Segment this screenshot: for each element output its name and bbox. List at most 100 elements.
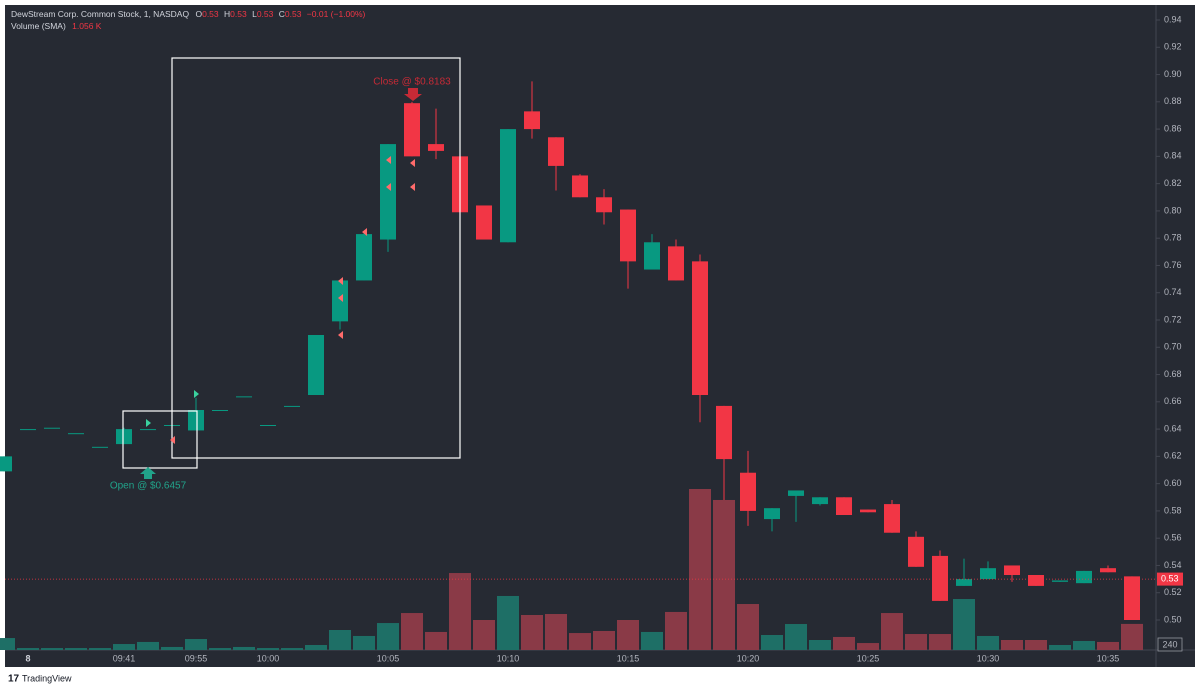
volume-bar	[641, 631, 663, 650]
volume-bar	[569, 633, 591, 650]
open-annotation: Open @ $0.6457	[110, 481, 187, 492]
volume-bar	[953, 599, 975, 650]
candle-body	[500, 129, 516, 243]
volume-bar	[89, 648, 111, 650]
x-tick-label: 10:35	[1097, 653, 1120, 663]
position-box	[122, 410, 198, 469]
volume-bar	[449, 573, 471, 650]
candle-body	[956, 579, 972, 586]
volume-bar	[1001, 639, 1023, 650]
candle-body	[188, 410, 204, 431]
candle-body	[356, 234, 372, 281]
sell-marker	[410, 159, 415, 167]
y-tick-label: 0.64	[1164, 423, 1182, 433]
candle-body	[596, 197, 612, 213]
volume-bar	[185, 639, 207, 650]
last-price-box	[1157, 572, 1183, 586]
y-tick-label: 0.74	[1164, 287, 1182, 297]
ohlc-label: C	[279, 9, 285, 19]
volume-bar	[137, 641, 159, 650]
y-tick-label: 0.88	[1164, 96, 1182, 106]
volume-bar	[857, 643, 879, 650]
volume-label-box	[1157, 637, 1183, 652]
header-line: DewStream Corp. Common Stock, 1, NASDAQ …	[11, 9, 366, 19]
sell-marker	[386, 183, 391, 191]
candle-body	[20, 429, 36, 431]
volume-bar	[65, 648, 87, 650]
x-tick-label: 10:00	[257, 653, 280, 663]
ohlc-value: 0.53	[285, 9, 302, 19]
candle-body	[236, 396, 252, 398]
y-tick-label: 0.80	[1164, 205, 1182, 215]
indicator-name: Volume (SMA)	[11, 21, 66, 31]
y-tick-label: 0.82	[1164, 178, 1182, 188]
symbol: DewStream Corp. Common Stock, 1, NASDAQ	[11, 9, 189, 19]
candle-body	[884, 504, 900, 533]
ohlc-label: O	[195, 9, 202, 19]
candle-body	[812, 497, 828, 505]
y-tick-label: 0.86	[1164, 123, 1182, 133]
volume-bar	[257, 648, 279, 650]
candle-body	[980, 568, 996, 580]
volume-bar	[1073, 640, 1095, 650]
x-tick-label: 10:05	[377, 653, 400, 663]
x-tick-label: 10:30	[977, 653, 1000, 663]
sell-marker	[362, 228, 367, 236]
volume-bar	[0, 638, 15, 650]
x-tick-label: 10:25	[857, 653, 880, 663]
y-tick-label: 0.60	[1164, 478, 1182, 488]
open-arrow	[140, 467, 156, 479]
candle-body	[68, 433, 84, 435]
sell-marker	[386, 156, 391, 164]
x-tick-label: 8	[25, 653, 30, 663]
volume-bar	[593, 630, 615, 650]
volume-bar	[881, 613, 903, 650]
ohlc-label: H	[224, 9, 230, 19]
volume-bar	[233, 646, 255, 650]
candle-body	[548, 137, 564, 166]
y-tick-label: 0.70	[1164, 342, 1182, 352]
sell-marker	[338, 277, 343, 285]
volume-bar	[929, 634, 951, 650]
volume-bar	[473, 619, 495, 650]
position-box	[171, 57, 461, 459]
brand-logo: 17	[8, 674, 20, 685]
y-tick-label: 0.92	[1164, 42, 1182, 52]
buy-marker	[194, 390, 199, 398]
brand: TradingView	[22, 673, 72, 683]
volume-bar	[977, 635, 999, 650]
y-tick-label: 0.94	[1164, 14, 1182, 24]
volume-bar	[665, 611, 687, 650]
candle-body	[764, 508, 780, 520]
volume-bar	[377, 623, 399, 650]
last-price-label: 0.53	[1161, 573, 1179, 583]
candle-body	[1052, 580, 1068, 582]
candle-body	[1028, 575, 1044, 586]
volume-bar	[689, 489, 711, 650]
y-tick-label: 0.54	[1164, 560, 1182, 570]
volume-bar	[1121, 623, 1143, 650]
x-tick-label: 10:10	[497, 653, 520, 663]
volume-bar	[1097, 641, 1119, 650]
volume-bar	[761, 634, 783, 650]
candle-body	[740, 472, 756, 511]
volume-bar	[281, 648, 303, 650]
volume-bar	[521, 614, 543, 650]
candle-body	[908, 536, 924, 567]
indicator-value: 1.056 K	[72, 21, 102, 31]
trade-markers	[146, 156, 415, 444]
buy-marker	[146, 419, 151, 427]
y-tick-label: 0.76	[1164, 260, 1182, 270]
candle-body	[668, 246, 684, 281]
volume-bar	[785, 624, 807, 650]
candle-body	[260, 425, 276, 426]
volume-bar	[353, 635, 375, 650]
x-tick-label: 10:20	[737, 653, 760, 663]
ohlc-value: 0.53	[257, 9, 274, 19]
volume-bar	[905, 634, 927, 650]
y-tick-label: 0.78	[1164, 233, 1182, 243]
sell-marker	[410, 183, 415, 191]
volume-bar	[833, 636, 855, 650]
candle-body	[116, 429, 132, 445]
candle-body	[620, 209, 636, 262]
